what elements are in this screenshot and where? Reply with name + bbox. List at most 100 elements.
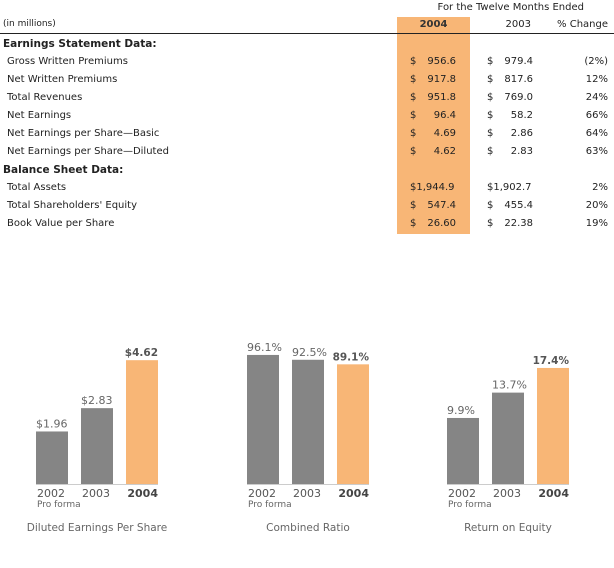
category-sublabel: Pro forma <box>37 500 81 510</box>
amount-2003: 455.4 <box>504 200 533 211</box>
column-header-change: % Change <box>557 19 608 30</box>
row-label: Total Assets <box>7 182 67 193</box>
currency-2003: $ <box>487 92 494 103</box>
financial-highlights-table: For the Twelve Months Ended (in millions… <box>0 0 614 240</box>
bar-2003 <box>81 408 113 484</box>
table-row: Total Shareholders' Equity $547.4 $455.4 20… <box>0 197 614 215</box>
value-label-2002: $1.96 <box>36 417 68 430</box>
currency-2004: $ <box>410 200 417 211</box>
bar-2004 <box>126 360 158 484</box>
row-label: Gross Written Premiums <box>7 56 128 67</box>
highlight-column-2004 <box>397 17 470 234</box>
bar-2003 <box>292 359 324 484</box>
chart-return-on-equity: 9.9% 2002 Pro forma 13.7% 2003 17.4% 2004 Retur… <box>411 330 611 550</box>
bar-2003 <box>492 392 524 484</box>
table-row: Total Revenues $951.8 $769.0 24% <box>0 89 614 107</box>
amount-2003: 979.4 <box>504 56 533 67</box>
category-label-2003: 2003 <box>82 487 110 500</box>
bar-2002 <box>447 417 479 484</box>
row-label: Net Earnings per Share—Basic <box>7 128 160 139</box>
currency-2004: $1,944.9 <box>410 182 455 193</box>
table-row: Book Value per Share $26.60 $22.38 19% <box>0 215 614 233</box>
amount-2004: 4.69 <box>433 128 456 139</box>
currency-2004: $ <box>410 128 417 139</box>
value-label-2002: 9.9% <box>447 404 475 417</box>
amount-2004: 951.8 <box>427 92 456 103</box>
value-label-2003: $2.83 <box>81 394 113 407</box>
category-label-2004: 2004 <box>338 487 369 500</box>
currency-2003: $ <box>487 146 494 157</box>
category-sublabel: Pro forma <box>448 500 492 510</box>
amount-2003: 22.38 <box>504 218 533 229</box>
currency-2003: $ <box>487 110 494 121</box>
category-label-2004: 2004 <box>538 487 569 500</box>
category-sublabel: Pro forma <box>248 500 292 510</box>
period-header: For the Twelve Months Ended <box>0 2 614 16</box>
column-header-2003: 2003 <box>505 19 531 30</box>
percent-change: 12% <box>585 74 608 85</box>
chart-title: Diluted Earnings Per Share <box>27 522 167 534</box>
currency-2004: $ <box>410 74 417 85</box>
percent-change: 20% <box>585 200 608 211</box>
currency-2003: $ <box>487 74 494 85</box>
amount-2003: 817.6 <box>504 74 533 85</box>
chart-title: Combined Ratio <box>266 522 350 534</box>
value-label-2004: 17.4% <box>533 355 570 367</box>
amount-2003: 769.0 <box>504 92 533 103</box>
section-title: Earnings Statement Data: <box>3 38 157 50</box>
period-header-text: For the Twelve Months Ended <box>437 2 584 13</box>
header-divider <box>0 33 614 34</box>
currency-2003: $1,902.7 <box>487 182 532 193</box>
table-row: Gross Written Premiums $956.6 $979.4 (2%) <box>0 53 614 71</box>
percent-change: 63% <box>585 146 608 157</box>
amount-2003: 2.83 <box>510 146 533 157</box>
row-label: Total Revenues <box>7 92 83 103</box>
row-label: Book Value per Share <box>7 218 115 229</box>
row-label: Net Earnings per Share—Diluted <box>7 146 169 157</box>
units-label: (in millions) <box>3 19 56 29</box>
percent-change: 64% <box>585 128 608 139</box>
table-row: Total Assets $1,944.9 $1,902.7 2% <box>0 179 614 197</box>
table-row: Net Earnings per Share—Diluted $4.62 $2.83… <box>0 143 614 161</box>
percent-change: 66% <box>585 110 608 121</box>
category-label-2003: 2003 <box>293 487 321 500</box>
value-label-2003: 92.5% <box>292 346 327 359</box>
currency-2004: $ <box>410 56 417 67</box>
chart-diluted-eps: $1.96 2002 Pro forma $2.83 2003 $4.62 2004 Dilu… <box>0 330 200 550</box>
amount-2004: 956.6 <box>427 56 456 67</box>
column-header-2004: 2004 <box>419 19 448 30</box>
amount-2004: 547.4 <box>427 200 456 211</box>
amount-2004: 917.8 <box>427 74 456 85</box>
currency-2003: $ <box>487 200 494 211</box>
row-label: Total Shareholders' Equity <box>7 200 137 211</box>
table-row: Net Written Premiums $917.8 $817.6 12% <box>0 71 614 89</box>
currency-2004: $ <box>410 218 417 229</box>
value-label-2004: 89.1% <box>333 351 370 363</box>
amount-2003: 2.86 <box>510 128 533 139</box>
bar-2004 <box>537 367 569 484</box>
row-label: Net Earnings <box>7 110 72 121</box>
percent-change: 19% <box>585 218 608 229</box>
chart-title: Return on Equity <box>464 522 552 534</box>
percent-change: (2%) <box>584 56 608 67</box>
category-label-2003: 2003 <box>493 487 521 500</box>
category-label-2004: 2004 <box>127 487 158 500</box>
table-row: Net Earnings per Share—Basic $4.69 $2.86 64… <box>0 125 614 143</box>
bar-2004 <box>337 364 369 484</box>
bar-2002 <box>247 354 279 484</box>
table-row: Net Earnings $96.4 $58.2 66% <box>0 107 614 125</box>
bar-2002 <box>36 431 68 484</box>
amount-2003: 58.2 <box>510 110 533 121</box>
amount-2004: 26.60 <box>427 218 456 229</box>
value-label-2004: $4.62 <box>125 347 158 359</box>
category-label-2002: 2002 <box>448 487 476 500</box>
section-header-row: Earnings Statement Data: <box>0 35 614 53</box>
currency-2004: $ <box>410 110 417 121</box>
currency-2004: $ <box>410 92 417 103</box>
currency-2003: $ <box>487 56 494 67</box>
category-label-2002: 2002 <box>37 487 65 500</box>
column-header-row: (in millions) 2004 2003 % Change <box>0 17 614 33</box>
value-label-2003: 13.7% <box>492 379 527 392</box>
